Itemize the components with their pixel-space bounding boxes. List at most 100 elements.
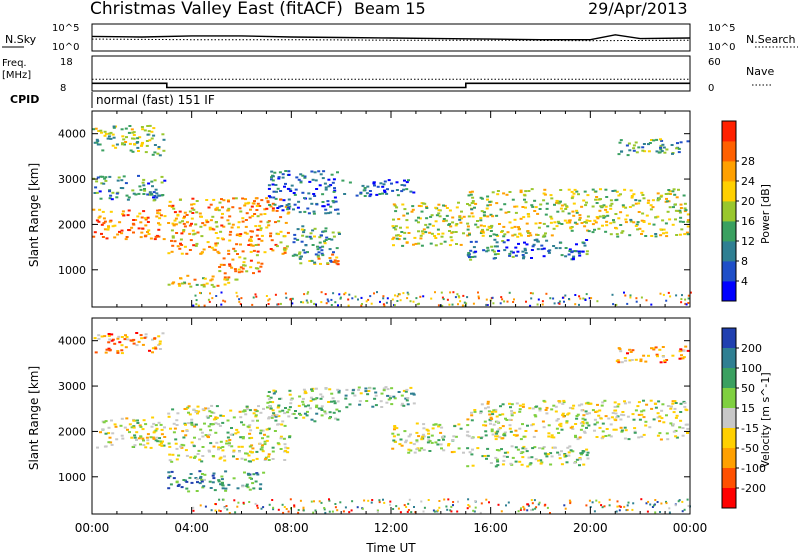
velocity-cell <box>571 427 575 430</box>
power-cell <box>407 232 411 234</box>
velocity-cell <box>339 501 342 504</box>
power-cell <box>113 236 117 239</box>
power-cell <box>433 235 437 237</box>
power-cell <box>281 209 285 212</box>
velocity-cell <box>210 411 214 414</box>
power-cell <box>571 258 575 261</box>
velocity-cell <box>486 406 490 409</box>
velocity-cell <box>228 512 231 514</box>
power-cell <box>660 150 664 153</box>
power-cell <box>256 250 260 253</box>
power-cell <box>671 152 674 155</box>
power-cell <box>629 296 632 299</box>
velocity-cell <box>508 427 512 430</box>
power-cell <box>634 225 638 227</box>
velocity-cell <box>503 451 507 454</box>
velocity-cell <box>569 500 572 503</box>
velocity-cell <box>595 499 598 502</box>
power-cell <box>233 250 237 253</box>
power-cell <box>477 291 479 294</box>
velocity-cell <box>370 501 373 504</box>
power-colorbar-tick-label: 28 <box>741 155 755 168</box>
velocity-cell <box>627 401 631 404</box>
velocity-cell <box>138 424 142 427</box>
power-cell <box>235 291 238 294</box>
power-cell <box>301 174 305 177</box>
velocity-cell <box>399 438 403 441</box>
velocity-cell <box>163 436 167 438</box>
power-cell <box>405 219 409 222</box>
velocity-cell <box>530 424 534 427</box>
power-cell <box>152 199 156 202</box>
power-cell <box>228 239 232 242</box>
power-cell <box>570 229 574 232</box>
power-cell <box>570 190 574 193</box>
power-cell <box>440 291 443 294</box>
power-cell <box>103 220 107 223</box>
power-cell <box>537 226 541 229</box>
power-cell <box>405 188 409 191</box>
power-cell <box>517 226 520 229</box>
power-cell <box>523 194 527 197</box>
power-cell <box>116 179 120 182</box>
velocity-cell <box>124 346 128 349</box>
power-cell <box>359 191 363 194</box>
velocity-cell <box>133 436 137 439</box>
velocity-cell <box>517 510 520 513</box>
velocity-cell <box>490 410 494 413</box>
power-cell <box>641 212 645 215</box>
power-cell <box>605 211 609 214</box>
power-cell <box>332 261 336 263</box>
velocity-cell <box>336 509 339 512</box>
velocity-cell <box>251 459 255 462</box>
power-cell <box>402 214 406 217</box>
velocity-cell <box>266 395 270 398</box>
power-cell <box>117 176 121 179</box>
power-cell <box>668 218 672 221</box>
power-cell <box>252 272 255 275</box>
velocity-cell <box>364 387 368 390</box>
velocity-cell <box>121 437 125 440</box>
power-cell <box>153 195 157 197</box>
power-cell <box>92 208 96 211</box>
velocity-cell <box>111 432 115 435</box>
power-cell <box>501 298 504 301</box>
freq-series <box>92 82 690 89</box>
velocity-cell <box>380 392 384 395</box>
velocity-cell <box>546 453 550 456</box>
velocity-cell <box>591 409 595 412</box>
power-cell <box>170 206 174 208</box>
velocity-cell <box>680 357 684 360</box>
velocity-cell <box>494 438 498 441</box>
velocity-cell <box>194 477 198 479</box>
velocity-cell <box>457 447 461 450</box>
power-cell <box>132 131 136 134</box>
power-cell <box>321 201 325 203</box>
velocity-cell <box>196 412 199 415</box>
power-cell <box>486 228 490 231</box>
power-cell <box>260 199 264 202</box>
power-cell <box>116 233 120 236</box>
power-cell <box>665 148 669 151</box>
power-cell <box>417 242 421 245</box>
velocity-cell <box>678 350 682 353</box>
power-cell <box>578 216 582 219</box>
velocity-cell <box>400 402 404 405</box>
power-cell <box>259 227 263 230</box>
velocity-cell <box>616 405 620 408</box>
velocity-colorbar-swatch <box>722 388 736 409</box>
power-cell <box>221 212 224 215</box>
power-cell <box>568 221 572 224</box>
velocity-cell <box>565 420 569 423</box>
power-cell <box>519 234 523 237</box>
power-cell <box>412 243 415 246</box>
velocity-cell <box>200 460 204 463</box>
power-cell <box>375 193 379 196</box>
power-cell <box>250 244 254 247</box>
power-cell <box>295 176 299 179</box>
power-cell <box>313 195 317 197</box>
velocity-colorbar-swatch <box>722 408 736 429</box>
power-cell <box>144 151 148 154</box>
power-cell <box>525 243 529 246</box>
velocity-cell <box>500 448 503 451</box>
